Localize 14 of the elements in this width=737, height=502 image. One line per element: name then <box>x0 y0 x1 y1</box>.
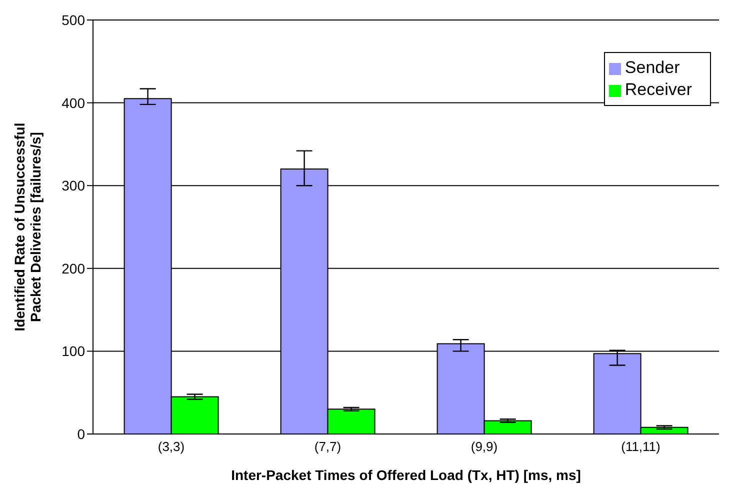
y-tick-label: 300 <box>62 178 86 194</box>
legend-label: Sender <box>624 58 680 77</box>
x-axis-title: Inter-Packet Times of Offered Load (Tx, HT) [ms, ms] <box>231 467 581 483</box>
x-tick-label: (3,3) <box>158 439 185 454</box>
y-tick-label: 500 <box>62 12 86 28</box>
y-tick-label: 100 <box>62 343 86 360</box>
y-axis-title: Identified Rate of Unsuccessful Packet Deliveries [failures/s] <box>12 122 44 332</box>
legend-label: Receiver <box>624 80 692 99</box>
x-tick-label: (9,9) <box>470 439 498 454</box>
y-tick-label: 200 <box>62 260 86 276</box>
y-tick-label: 0 <box>77 426 86 442</box>
y-tick-label: 400 <box>62 94 86 111</box>
x-tick-label: (7,7) <box>314 439 342 454</box>
x-tick-label: (11,11) <box>621 439 660 454</box>
